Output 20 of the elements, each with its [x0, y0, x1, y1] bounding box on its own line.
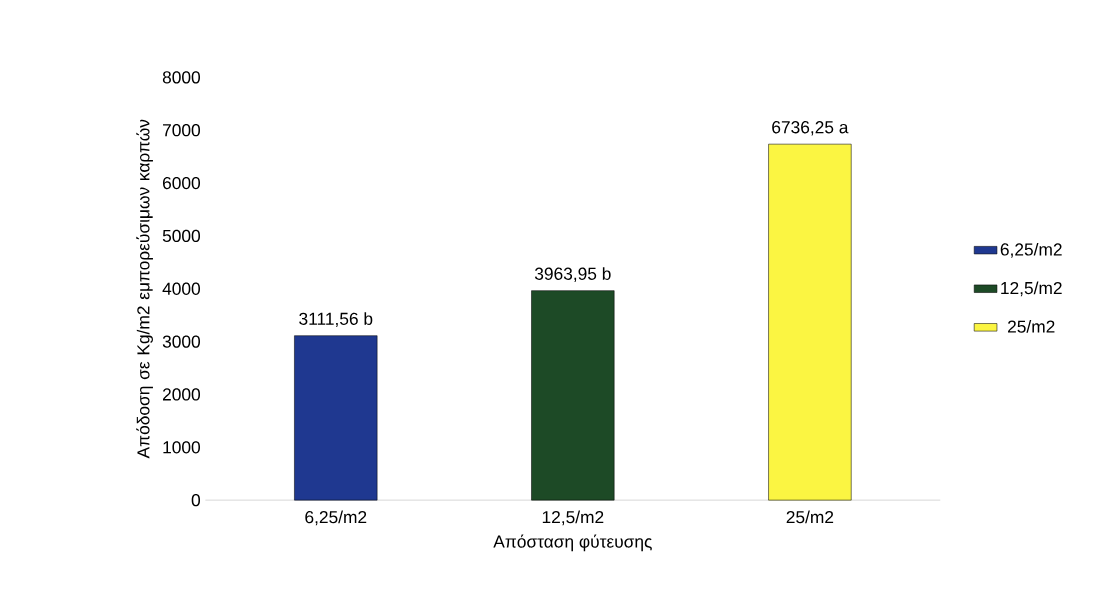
y-tick-label: 6000	[162, 176, 201, 190]
y-tick-label: 0	[191, 494, 201, 507]
data-label: 3111,56 b	[299, 312, 373, 328]
y-tick-label: 5000	[162, 229, 201, 243]
y-tick-label: 3000	[162, 335, 201, 348]
y-tick-label: 7000	[163, 124, 201, 137]
x-axis-title: Απόσταση φύτευσης	[493, 534, 652, 552]
legend-label: 25/m2	[1008, 320, 1055, 333]
x-tick-label: 6,25/m2	[305, 510, 367, 526]
legend-label: 6,25/m2	[1000, 242, 1062, 258]
data-label: 6736,25 a	[772, 121, 849, 136]
data-label: 3963,95 b	[534, 267, 611, 283]
y-tick-label: 2000	[162, 388, 201, 401]
y-tick-label: 4000	[162, 282, 201, 295]
y-tick-label: 8000	[162, 71, 201, 84]
x-tick-label: 12,5/m2	[542, 510, 604, 526]
legend-label: 12,5/m2	[1001, 281, 1062, 297]
y-tick-label: 1000	[163, 441, 201, 454]
y-axis-title: Απόδοση σε Kg/m2 εμπορεύσιμων καρπών	[136, 119, 153, 459]
x-tick-label: 25/m2	[786, 510, 834, 524]
